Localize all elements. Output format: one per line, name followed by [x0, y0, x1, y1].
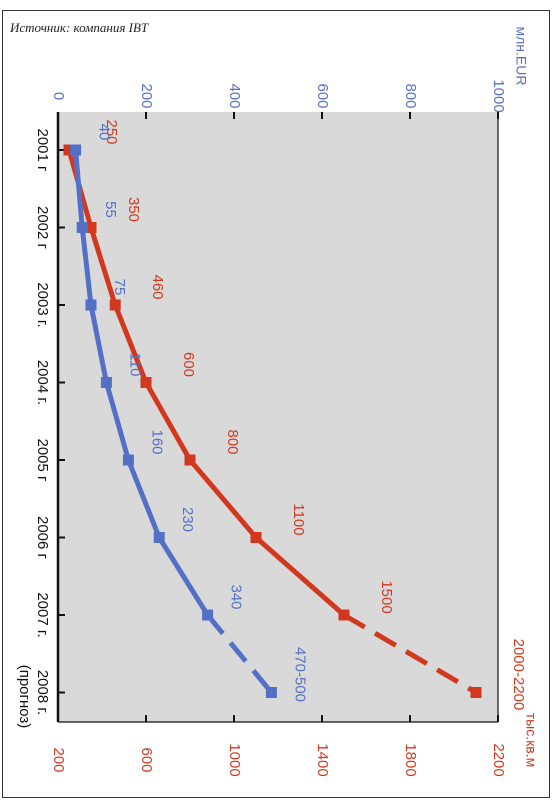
left-axis-unit: млн.EUR	[513, 27, 529, 86]
series-point	[85, 222, 97, 233]
data-label: 340	[228, 584, 245, 609]
category-label-note: (прогноз)	[16, 665, 33, 729]
left-axis-tick-label: 200	[138, 83, 155, 108]
data-label: 230	[179, 507, 196, 532]
data-label: 1100	[290, 503, 307, 535]
category-label: 2001 г	[34, 128, 51, 172]
series-point	[184, 454, 196, 466]
series-point	[338, 609, 350, 621]
data-label: 600	[180, 352, 197, 377]
category-label: 2006 г	[34, 516, 51, 560]
data-label: 800	[224, 429, 241, 454]
series-point	[202, 609, 214, 621]
left-axis-tick-label: 800	[402, 83, 419, 108]
left-axis-tick-label: 600	[314, 83, 331, 108]
series-point	[63, 144, 75, 156]
category-label: 2003 г.	[34, 282, 51, 327]
series-point	[122, 454, 134, 466]
data-label: 470-500	[291, 647, 308, 702]
data-label: 160	[148, 429, 165, 454]
data-label: 250	[103, 119, 120, 144]
left-axis-tick-label: 0	[50, 92, 67, 100]
right-axis-tick-label: 1800	[402, 743, 419, 776]
data-label: 350	[125, 197, 142, 222]
right-axis-tick-label: 1400	[314, 743, 331, 776]
category-label: 2008 г.	[34, 670, 51, 715]
series-point	[250, 532, 262, 543]
data-label: 460	[149, 274, 166, 299]
data-label: 55	[102, 201, 119, 218]
series-point	[100, 377, 112, 388]
right-axis-unit: тыс.кв.м	[523, 713, 539, 767]
data-label: 75	[111, 279, 128, 296]
left-axis-tick-label: 400	[226, 83, 243, 108]
data-label: 2000-2200	[510, 639, 527, 711]
series-point	[153, 532, 165, 543]
right-axis-tick-label: 1000	[226, 743, 243, 776]
series-point	[109, 299, 121, 311]
data-label: 1500	[378, 580, 395, 613]
left-axis-tick-label: 1000	[490, 79, 507, 112]
source-note: Источник: компания IBT	[10, 20, 149, 35]
series-point	[470, 687, 482, 698]
category-label: 2004 г.	[34, 360, 51, 405]
series-forecast-line	[342, 612, 478, 695]
series-forecast-line	[205, 613, 274, 695]
series-point	[76, 222, 88, 233]
data-label: 40	[96, 124, 113, 141]
series-point	[140, 377, 152, 388]
data-label: 110	[126, 353, 143, 377]
category-label: 2002 г	[34, 206, 51, 250]
series-point	[265, 687, 277, 698]
category-label: 2005 г	[34, 438, 51, 482]
category-label: 2007 г.	[34, 592, 51, 637]
series-point	[70, 144, 82, 156]
plot-area	[58, 112, 498, 722]
right-axis-tick-label: 2200	[490, 743, 507, 776]
series-point	[85, 299, 97, 311]
right-axis-tick-label: 200	[50, 747, 67, 772]
right-axis-tick-label: 600	[138, 747, 155, 772]
